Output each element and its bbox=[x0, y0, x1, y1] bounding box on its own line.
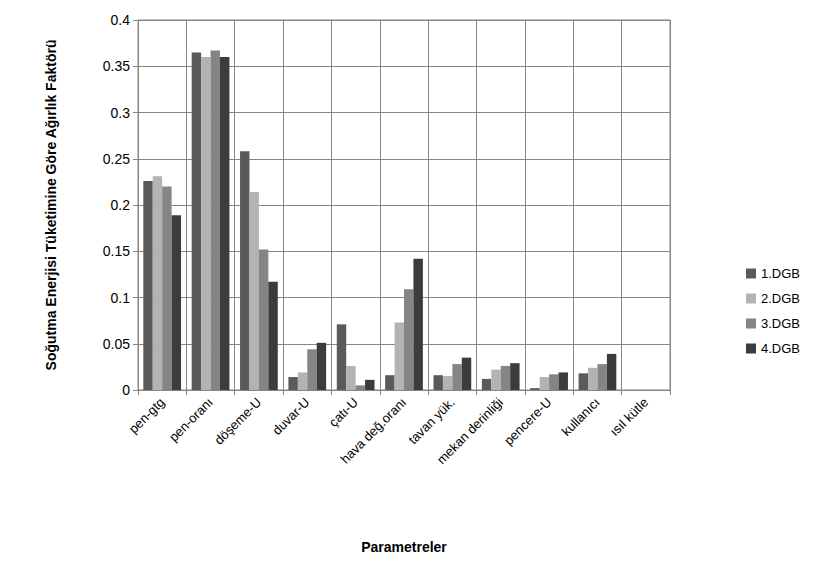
svg-text:0: 0 bbox=[122, 382, 130, 398]
svg-text:Parametreler: Parametreler bbox=[361, 539, 447, 555]
svg-text:pen-gtg: pen-gtg bbox=[126, 395, 168, 437]
svg-text:kullanıcı: kullanıcı bbox=[558, 395, 602, 439]
svg-text:1.DGB: 1.DGB bbox=[761, 266, 800, 281]
svg-text:0.05: 0.05 bbox=[103, 336, 130, 352]
svg-text:duvar-U: duvar-U bbox=[269, 395, 312, 438]
svg-text:0.1: 0.1 bbox=[111, 290, 131, 306]
svg-text:3.DGB: 3.DGB bbox=[761, 316, 800, 331]
svg-text:Soğutma Enerjisi Tüketimine Gö: Soğutma Enerjisi Tüketimine Göre Ağırlık… bbox=[43, 40, 59, 371]
svg-text:tavan yük.: tavan yük. bbox=[405, 394, 458, 448]
svg-text:döşeme-U: döşeme-U bbox=[211, 395, 264, 448]
svg-text:0.15: 0.15 bbox=[103, 243, 130, 259]
svg-text:hava değ.oranı: hava değ.oranı bbox=[337, 395, 409, 467]
svg-text:ısıl kütle: ısıl kütle bbox=[607, 395, 651, 439]
svg-text:2.DGB: 2.DGB bbox=[761, 291, 800, 306]
svg-text:pencere-U: pencere-U bbox=[501, 395, 554, 448]
svg-text:0.2: 0.2 bbox=[111, 197, 131, 213]
svg-text:4.DGB: 4.DGB bbox=[761, 341, 800, 356]
svg-text:çatı-U: çatı-U bbox=[326, 395, 361, 430]
svg-text:0.3: 0.3 bbox=[111, 105, 131, 121]
svg-text:0.25: 0.25 bbox=[103, 151, 130, 167]
svg-text:0.4: 0.4 bbox=[111, 12, 131, 28]
svg-text:pen-oranı: pen-oranı bbox=[166, 395, 216, 445]
svg-text:0.35: 0.35 bbox=[103, 58, 130, 74]
svg-text:mekan derinliği: mekan derinliği bbox=[434, 395, 506, 467]
